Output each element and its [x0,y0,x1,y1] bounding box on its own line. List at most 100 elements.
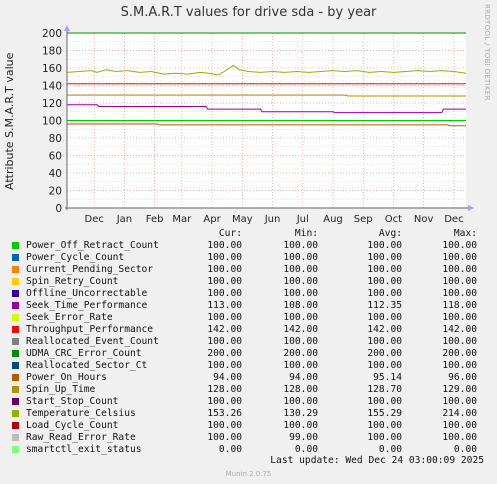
legend-avg: 128.70 [367,384,402,395]
legend-cur: 100.00 [207,312,242,323]
legend-row: Load_Cycle_Count 100.00 100.00 100.00 100.00 [12,420,490,432]
legend-swatch [12,422,19,429]
legend-row: smartctl_exit_status 0.00 0.00 0.00 0.00 [12,444,490,456]
legend-swatch [12,338,19,345]
x-axis-arrow [468,205,474,211]
header-max: Max: [453,228,477,239]
legend-min: 100.00 [283,396,318,407]
munin-version: Munin 2.0.75 [225,470,272,478]
legend-min: 100.00 [283,420,318,431]
legend-min: 100.00 [283,252,318,263]
legend-name: Seek_Time_Performance [26,300,148,311]
legend-max: 100.00 [442,288,477,299]
x-tick-label: Apr [203,214,221,225]
legend-row: Spin_Up_Time 128.00 128.00 128.70 129.00 [12,384,490,396]
x-tick-label: Mar [172,214,192,225]
legend-min: 100.00 [283,312,318,323]
legend-name: Power_Cycle_Count [26,252,125,263]
x-tick-label: Dec [85,214,104,225]
legend-min: 100.00 [283,360,318,371]
legend-row: Power_On_Hours 94.00 94.00 95.14 96.00 [12,372,490,384]
legend-max: 100.00 [442,276,477,287]
legend-cur: 142.00 [207,324,242,335]
series-line [66,64,467,76]
legend-swatch [12,266,19,273]
legend-cur: 100.00 [207,276,242,287]
legend-row: Current_Pending_Sector 100.00 100.00 100.00… [12,264,490,276]
legend-min: 100.00 [283,240,318,251]
legend-swatch [12,350,19,357]
legend-swatch [12,326,19,333]
legend-min: 100.00 [283,276,318,287]
legend-name: Load_Cycle_Count [26,420,119,431]
y-tick-label: 200 [42,28,62,40]
x-tick-label: Jan [116,214,132,225]
legend-row: Power_Off_Retract_Count 100.00 100.00 100.0… [12,240,490,252]
header-avg: Avg: [378,228,402,239]
y-tick-label: 180 [42,46,62,58]
legend-max: 100.00 [442,312,477,323]
legend-max: 200.00 [442,348,477,359]
legend-cur: 100.00 [207,240,242,251]
legend-cur: 128.00 [207,384,242,395]
x-tick-label: Nov [414,214,434,225]
legend-avg: 0.00 [378,444,402,455]
legend-row: Power_Cycle_Count 100.00 100.00 100.00 100.0… [12,252,490,264]
legend-row: Spin_Retry_Count 100.00 100.00 100.00 100.00 [12,276,490,288]
last-update: Last update: Wed Dec 24 03:00:09 2025 [270,455,484,466]
legend-avg: 100.00 [367,360,402,371]
legend-name: Seek_Error_Rate [26,312,113,323]
legend-max: 214.00 [442,408,477,419]
legend-max: 100.00 [442,432,477,443]
legend-max: 100.00 [442,360,477,371]
legend-swatch [12,434,19,441]
y-tick-label: 100 [42,116,62,128]
legend-name: Start_Stop_Count [26,396,119,407]
legend-min: 100.00 [283,264,318,275]
y-tick-label: 120 [42,98,62,110]
x-tick-label: Aug [323,214,343,225]
legend-max: 100.00 [442,396,477,407]
legend-name: Throughput_Performance [26,324,154,335]
x-tick-label: Jul [296,214,309,225]
legend-name: Offline_Uncorrectable [26,288,148,299]
legend-cur: 100.00 [207,432,242,443]
legend-swatch [12,242,19,249]
legend-swatch [12,410,19,417]
legend-avg: 200.00 [367,348,402,359]
legend-avg: 112.35 [367,300,402,311]
legend-min: 200.00 [283,348,318,359]
legend-swatch [12,398,19,405]
legend-max: 100.00 [442,336,477,347]
legend-row: UDMA_CRC_Error_Count 200.00 200.00 200.00 20… [12,348,490,360]
legend-avg: 100.00 [367,432,402,443]
series-line [67,104,466,114]
legend-swatch [12,302,19,309]
y-axis-arrow [64,25,70,31]
legend-swatch [12,446,19,453]
legend-avg: 100.00 [367,252,402,263]
legend-table: Cur: Min: Avg: Max: Power_Off_Retract_Co… [12,228,490,456]
legend-cur: 100.00 [207,420,242,431]
legend-name: smartctl_exit_status [26,444,142,455]
series-line [67,123,466,127]
header-cur: Cur: [218,228,242,239]
legend-swatch [12,278,19,285]
x-tick-label: May [232,214,253,225]
legend-min: 0.00 [294,444,318,455]
series-line [67,94,466,97]
chart-title: S.M.A.R.T values for drive sda - by year [120,5,377,20]
legend-name: Temperature_Celsius [26,408,136,419]
legend-max: 142.00 [442,324,477,335]
legend-avg: 142.00 [367,324,402,335]
legend-cur: 94.00 [213,372,242,383]
legend-row: Offline_Uncorrectable 100.00 100.00 100.00 1… [12,288,490,300]
legend-swatch [12,362,19,369]
legend-row: Temperature_Celsius 153.26 130.29 155.29 214… [12,408,490,420]
legend-cur: 100.00 [207,288,242,299]
legend-swatch [12,254,19,261]
legend-cur: 100.00 [207,360,242,371]
legend-header: Cur: Min: Avg: Max: [12,228,490,240]
legend-name: Raw_Read_Error_Rate [26,432,136,443]
legend-avg: 100.00 [367,240,402,251]
